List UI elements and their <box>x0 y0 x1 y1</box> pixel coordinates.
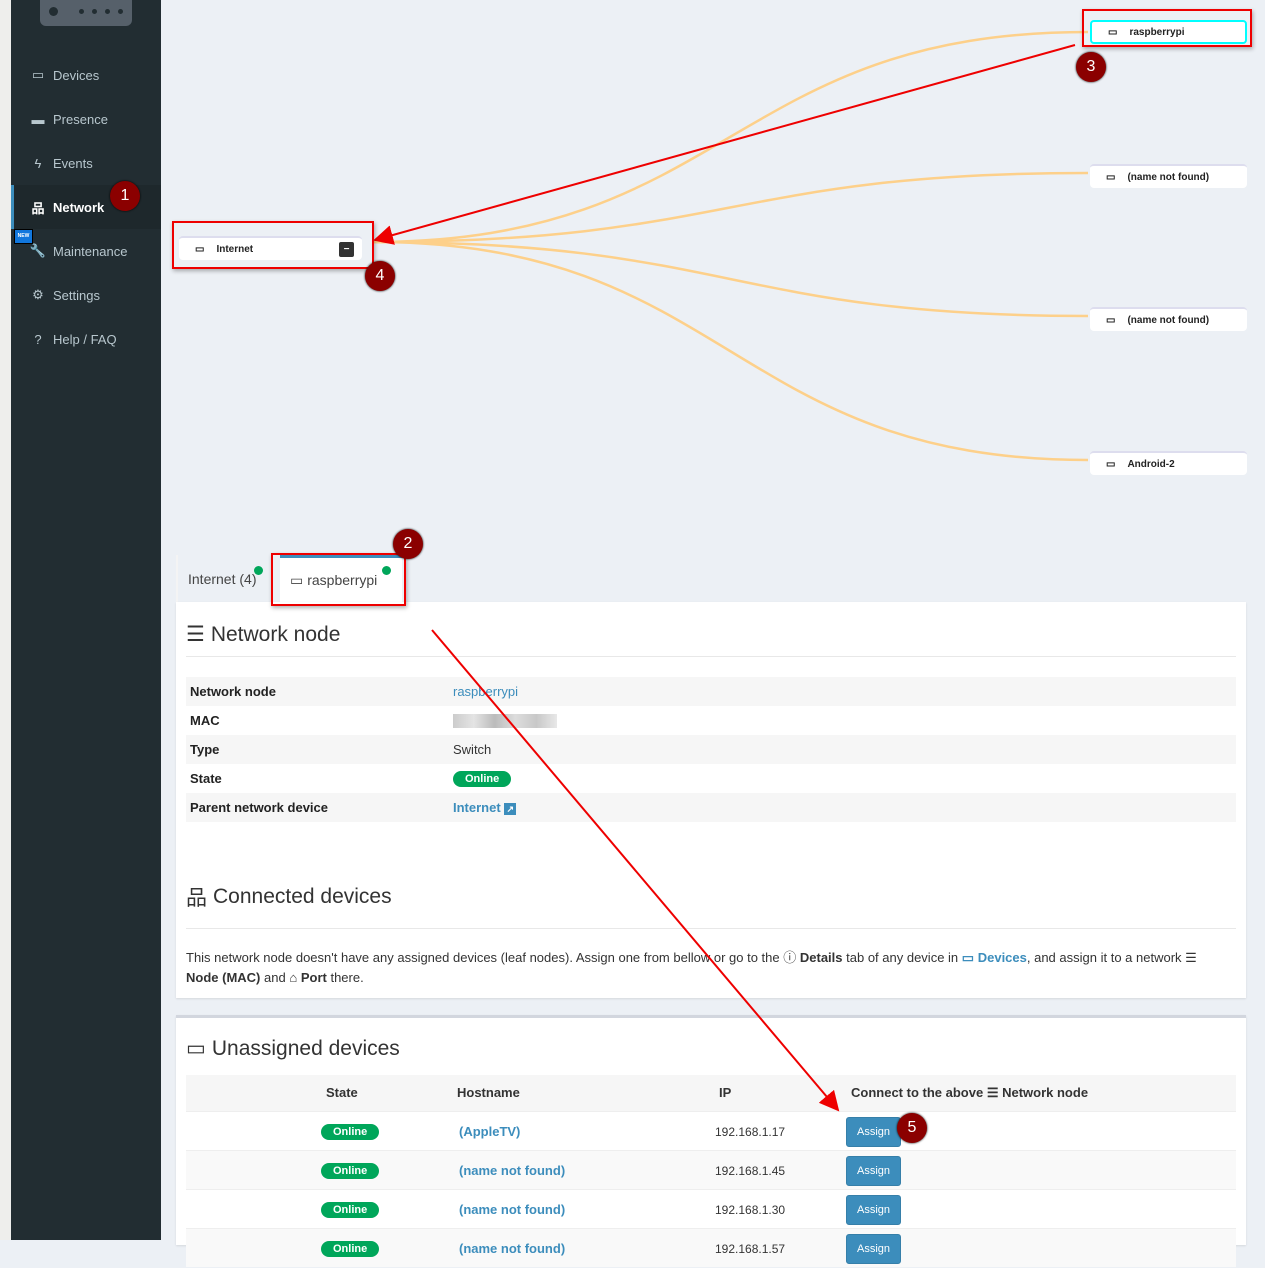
hostname-link[interactable]: (AppleTV) <box>459 1124 521 1139</box>
mac-blurred <box>453 713 557 728</box>
tab-internet[interactable]: Internet (4) <box>188 570 257 587</box>
sidebar-item-events[interactable]: ϟ Events <box>11 141 161 185</box>
laptop-icon: ▭ <box>186 1037 206 1060</box>
server-icon: ☰ <box>186 623 205 646</box>
tree-node-android[interactable]: ▭ Android-2 <box>1090 451 1247 475</box>
annotation-number: 5 <box>897 1113 927 1143</box>
annotation-box <box>1082 9 1252 47</box>
tab-raspberrypi[interactable]: ▭ raspberrypi <box>280 555 402 602</box>
tree-node-raspberrypi[interactable]: ▭ raspberrypi <box>1090 20 1247 44</box>
laptop-icon: ▭ <box>1106 314 1116 326</box>
laptop-icon: ▭ <box>1108 26 1118 38</box>
tree-link <box>371 171 1089 244</box>
status-badge: Online <box>321 1123 380 1140</box>
table-row: Online (name not found) 192.168.1.45 Ass… <box>186 1150 1236 1189</box>
collapse-button[interactable]: − <box>339 241 354 257</box>
new-badge: NEW <box>14 229 33 244</box>
laptop-icon: ▭ <box>961 950 975 965</box>
gear-icon: ⚙ <box>32 287 44 302</box>
laptop-icon: ▭ <box>290 571 304 588</box>
sidebar-item-maintenance[interactable]: 🔧 Maintenance <box>29 243 128 259</box>
sidebar-item-settings[interactable]: ⚙ Settings <box>11 273 161 317</box>
hostname-link[interactable]: (name not found) <box>459 1241 566 1256</box>
node-tabs: Internet (4) ▭ raspberrypi <box>176 555 1246 602</box>
laptop-icon: ▭ <box>1106 458 1116 470</box>
assign-button[interactable]: Assign <box>846 1194 901 1225</box>
wrench-icon: 🔧 <box>29 243 47 258</box>
tree-node-internet[interactable]: ▭ Internet − <box>179 236 362 260</box>
question-icon: ? <box>34 331 42 347</box>
sidebar-item-help[interactable]: ? Help / FAQ <box>11 317 161 361</box>
tree-link <box>371 240 1089 318</box>
bolt-icon: ϟ <box>34 155 42 171</box>
assign-button[interactable]: Assign <box>846 1116 901 1147</box>
hostname-link[interactable]: (name not found) <box>459 1163 566 1178</box>
status-dot <box>382 566 391 575</box>
devices-link[interactable]: ▭ Devices <box>961 950 1027 965</box>
laptop-icon: ▭ <box>31 67 45 82</box>
annotation-box <box>172 221 374 269</box>
connected-devices-info: This network node doesn't have any assig… <box>186 950 1197 985</box>
ip-address: 192.168.1.30 <box>715 1202 786 1217</box>
assign-button[interactable]: Assign <box>846 1155 901 1186</box>
ip-address: 192.168.1.17 <box>715 1124 786 1139</box>
hostname-link[interactable]: (name not found) <box>459 1202 566 1217</box>
sidebar-item-devices[interactable]: ▭ Devices <box>11 53 161 97</box>
status-badge: Online <box>321 1201 380 1218</box>
status-badge: Online <box>453 770 512 787</box>
node-link[interactable]: raspberrypi <box>453 684 519 699</box>
parent-link[interactable]: Internet ↗ <box>453 800 517 815</box>
ethernet-icon: ⌂ <box>289 970 298 985</box>
window-edge <box>0 0 11 1240</box>
annotation-box <box>271 553 406 606</box>
laptop-icon: ▭ <box>195 243 205 255</box>
logo <box>40 0 132 26</box>
assign-button[interactable]: Assign <box>846 1233 901 1264</box>
table-row: Online (name not found) 192.168.1.30 Ass… <box>186 1189 1236 1228</box>
server-icon: ☰ <box>986 1085 999 1100</box>
tree-link <box>371 30 1089 244</box>
annotation-number: 3 <box>1076 52 1106 82</box>
tree-node-unknown[interactable]: ▭ (name not found) <box>1090 164 1247 188</box>
unassigned-devices-title: ▭ Unassigned devices <box>186 1036 400 1061</box>
server-icon: ☰ <box>1185 950 1197 965</box>
calendar-icon: ▬ <box>31 111 45 127</box>
external-link-icon: ↗ <box>504 803 517 815</box>
ip-address: 192.168.1.57 <box>715 1241 786 1256</box>
table-row: Online (name not found) 192.168.1.57 Ass… <box>186 1228 1236 1267</box>
status-badge: Online <box>321 1240 380 1257</box>
sidebar-item-presence[interactable]: ▬ Presence <box>11 97 161 141</box>
annotation-number: 1 <box>110 181 140 211</box>
info-icon: ⓘ <box>783 950 797 965</box>
tree-link <box>371 240 1089 462</box>
ip-address: 192.168.1.45 <box>715 1163 786 1178</box>
sidebar: ▭ Devices ▬ Presence ϟ Events 品 Network 🔧 Mai… <box>11 0 161 1240</box>
connected-devices-title: 品 Connected devices <box>186 882 392 912</box>
sitemap-icon: 品 <box>186 887 207 910</box>
tree-node-unknown[interactable]: ▭ (name not found) <box>1090 307 1247 331</box>
annotation-number: 4 <box>365 261 395 291</box>
status-badge: Online <box>321 1162 380 1179</box>
table-row: Online (AppleTV) 192.168.1.17 Assign <box>186 1111 1236 1150</box>
status-dot <box>254 566 263 575</box>
laptop-icon: ▭ <box>1106 171 1116 183</box>
annotation-number: 2 <box>393 529 423 559</box>
network-node-title: ☰ Network node <box>186 622 341 647</box>
sitemap-icon: 品 <box>31 200 45 216</box>
table-header: State Hostname IP Connect to the above ☰… <box>186 1075 1236 1111</box>
